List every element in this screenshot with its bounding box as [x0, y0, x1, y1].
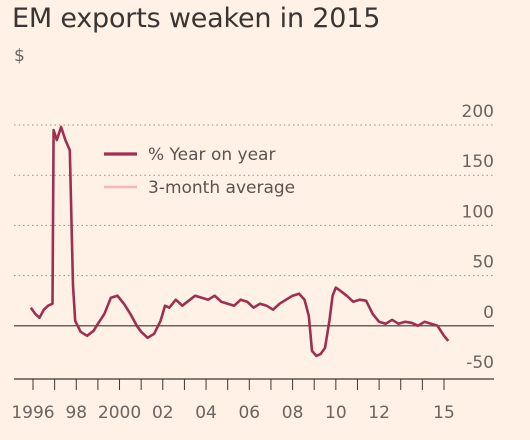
x-tick-label: 15 — [433, 403, 455, 423]
x-tick-label: 08 — [282, 403, 304, 423]
y-tick-label: 100 — [462, 202, 494, 222]
chart-title: EM exports weaken in 2015 — [12, 3, 381, 34]
y-tick-label: 200 — [462, 102, 494, 122]
y-axis-tick-labels: 200 150 100 50 0 -50 — [462, 102, 494, 373]
x-tick-label: 12 — [368, 403, 390, 423]
x-tick-label: 02 — [152, 403, 174, 423]
x-axis: 1996 98 2000 02 04 06 08 10 12 15 — [11, 378, 494, 423]
y-tick-label: -50 — [466, 353, 494, 373]
y-tick-label: 150 — [462, 152, 494, 172]
x-tick-label: 1996 — [11, 403, 54, 423]
legend: % Year on year 3-month average — [104, 145, 295, 198]
x-tick-label: 2000 — [98, 403, 141, 423]
legend-label: % Year on year — [148, 145, 275, 165]
x-tick-label: 04 — [195, 403, 217, 423]
series-line — [29, 125, 450, 358]
x-tick-label: 10 — [325, 403, 347, 423]
legend-label: 3-month average — [148, 178, 295, 198]
series-lines — [29, 125, 450, 358]
y-axis-unit-label: $ — [14, 46, 25, 66]
y-tick-label: 0 — [483, 303, 494, 323]
y-tick-label: 50 — [472, 253, 494, 273]
x-tick-label: 06 — [238, 403, 260, 423]
x-tick-label: 98 — [65, 403, 87, 423]
gridlines — [14, 124, 494, 327]
